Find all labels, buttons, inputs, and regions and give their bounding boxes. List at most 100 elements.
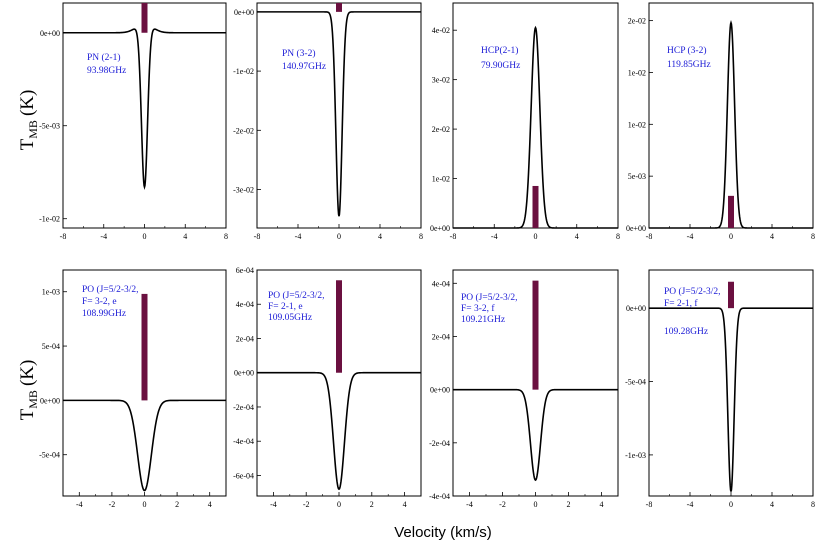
panels-layer: -8 -4 0 4 8 0e+00 -5e-03 -1e-02 PN (2-1) 93.98GHz… [39, 2, 815, 509]
y-tick-label: 4e-04 [236, 300, 254, 309]
y-tick-label: 5e-03 [628, 172, 646, 181]
spectrum-panel-8: -8 -4 0 4 8 0e+00 -5e-04 -1e-03 PO (J=5/2-3/2,F=… [625, 269, 815, 509]
panel-label-line: 108.99GHz [82, 309, 126, 319]
y-tick-label: 1e-03 [42, 288, 60, 297]
panel-label-line: PO (J=5/2-3/2, [268, 290, 325, 301]
x-tick-label: 0 [534, 232, 538, 241]
spectrum-line [649, 19, 813, 229]
y-tick-label: -1e-02 [39, 215, 60, 224]
y-tick-label: 2e-02 [628, 17, 646, 26]
plot-frame [256, 2, 422, 229]
spectrum-line [453, 388, 618, 482]
line-position-bar [728, 195, 734, 228]
x-tick-label: 0 [143, 232, 147, 241]
panel-label-line: 109.21GHz [461, 315, 505, 325]
panel-label-line: 109.05GHz [268, 313, 312, 323]
y-tick-label: -5e-04 [39, 451, 60, 460]
line-position-bar [336, 3, 342, 12]
line-position-bar [141, 293, 148, 401]
x-tick-label: -8 [646, 500, 653, 509]
y-tick-label: -6e-04 [233, 471, 254, 480]
x-tick-label: 0 [337, 232, 341, 241]
x-tick-label: 0 [534, 500, 538, 509]
y-tick-label: 0e+00 [234, 369, 254, 378]
y-tick-label: 1e-02 [432, 175, 450, 184]
spectrum-line [63, 28, 226, 191]
x-tick-label: -4 [491, 232, 498, 241]
spectrum-line [257, 371, 421, 491]
y-tick-label: -1e-02 [233, 67, 254, 76]
panel-label-line: 119.85GHz [667, 60, 711, 70]
panel-label-line: 109.28GHz [664, 327, 708, 337]
y-tick-label: 4e-02 [432, 26, 450, 35]
y-tick-label: 0e+00 [234, 8, 254, 17]
y-tick-label: 2e-04 [236, 334, 254, 343]
y-axis-title-main: T [17, 408, 38, 420]
panel-label-line: F= 2-1, e [268, 302, 303, 312]
y-axis-title-subscript: MB [26, 390, 40, 409]
panel-label-line: PO (J=5/2-3/2, [664, 286, 721, 297]
y-axis-title-bottom: TMB (K) [17, 360, 40, 421]
x-tick-label: 8 [811, 232, 815, 241]
spectrum-panel-6: -4 -2 0 2 4 6e-04 4e-04 2e-04 0e+00 -2e-04 -4e-04 -… [233, 266, 422, 509]
panel-label-line: PO (J=5/2-3/2, [461, 292, 518, 303]
y-tick-label: -3e-02 [233, 186, 254, 195]
y-tick-label: -5e-04 [625, 378, 646, 387]
x-tick-label: 8 [616, 232, 620, 241]
panel-label-line: 79.90GHz [481, 61, 520, 71]
y-tick-label: -4e-04 [233, 437, 254, 446]
y-tick-label: 6e-04 [236, 266, 254, 275]
x-tick-label: 2 [567, 500, 571, 509]
x-tick-label: 4 [770, 232, 774, 241]
svg-text:TMB(K): TMB (K) [17, 90, 40, 151]
panel-label-line: HCP (3-2) [667, 45, 707, 56]
x-tick-label: 2 [370, 500, 374, 509]
y-tick-label: 0e+00 [40, 396, 60, 405]
y-tick-label: -2e-04 [233, 403, 254, 412]
plot-frame [648, 2, 814, 229]
y-tick-label: -2e-04 [429, 439, 450, 448]
x-tick-label: 8 [811, 500, 815, 509]
x-tick-label: 8 [224, 232, 228, 241]
x-tick-label: -8 [254, 232, 261, 241]
svg-text:TMB(K): TMB (K) [17, 360, 40, 421]
x-tick-label: 0 [337, 500, 341, 509]
y-tick-label: 0e+00 [430, 386, 450, 395]
x-tick-label: -4 [295, 232, 302, 241]
spectrum-line [63, 399, 226, 492]
panel-label-line: PO (J=5/2-3/2, [82, 284, 139, 295]
panel-label-line: F= 2-1, f [664, 298, 698, 309]
x-tick-label: -4 [687, 500, 694, 509]
y-tick-label: 2e-02 [432, 125, 450, 134]
y-axis-title-unit: (K) [17, 90, 38, 116]
line-position-bar [336, 280, 342, 373]
x-tick-label: -8 [450, 232, 457, 241]
spectrum-panel-7: -4 -2 0 2 4 4e-04 2e-04 0e+00 -2e-04 -4e-04 PO (J=… [429, 269, 619, 509]
x-tick-label: -2 [499, 500, 506, 509]
y-tick-label: 5e-04 [42, 342, 60, 351]
y-tick-label: 0e+00 [40, 29, 60, 38]
spectrum-panel-1: -8 -4 0 4 8 0e+00 -5e-03 -1e-02 PN (2-1) 93.98GHz [39, 2, 228, 241]
panel-label-line: HCP(2-1) [481, 45, 518, 56]
x-tick-label: -4 [100, 232, 107, 241]
y-tick-label: 0e+00 [626, 304, 646, 313]
y-tick-label: -4e-04 [429, 492, 450, 501]
x-tick-label: 2 [175, 500, 179, 509]
x-tick-label: -4 [270, 500, 277, 509]
y-tick-label: 0e+00 [430, 224, 450, 233]
panel-label-line: 140.97GHz [282, 62, 326, 72]
spectrum-panel-2: -8 -4 0 4 8 0e+00 -1e-02 -2e-02 -3e-02 PN (3-2) 14… [233, 2, 423, 241]
spectrum-panel-5: -4 -2 0 2 4 1e-03 5e-04 0e+00 -5e-04 PO (J=5/2-3/… [39, 269, 227, 509]
panel-label-line: PN (3-2) [282, 48, 316, 59]
x-tick-label: -4 [687, 232, 694, 241]
y-tick-label: 3e-02 [432, 76, 450, 85]
x-tick-label: 4 [600, 500, 604, 509]
spectrum-panel-4: -8 -4 0 4 8 0e+00 5e-03 1e-02 1e-02 2e-02 HCP (3-2… [626, 2, 815, 241]
x-tick-label: -4 [466, 500, 473, 509]
x-tick-label: -8 [60, 232, 67, 241]
x-tick-label: 0 [729, 232, 733, 241]
panel-label-line: F= 3-2, f [461, 303, 495, 314]
y-tick-label: 1e-02 [628, 120, 646, 129]
y-tick-label: 0e+00 [626, 224, 646, 233]
spectrum-line [257, 11, 421, 217]
